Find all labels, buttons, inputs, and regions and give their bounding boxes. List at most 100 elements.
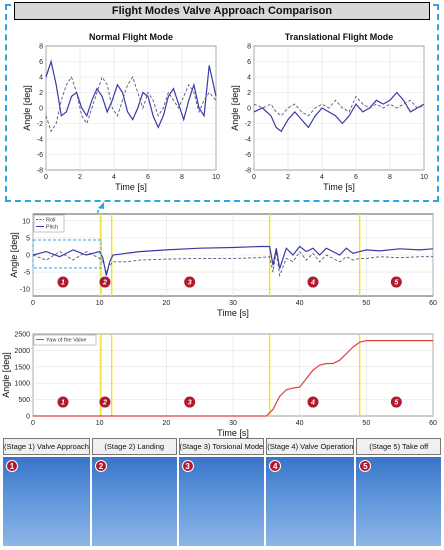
y-tick-label: 0: [26, 253, 30, 260]
zoom-region-box: [32, 239, 102, 269]
x-axis-label: Time [s]: [115, 182, 147, 192]
y-tick-label: -8: [245, 168, 251, 175]
chart-title: Normal Flight Mode: [89, 32, 173, 42]
x-tick-label: 2: [286, 174, 290, 181]
stage-label-3: (Stage 3) Torsional Mode: [178, 438, 265, 455]
x-tick-label: 10: [212, 174, 220, 181]
stage-marker: [99, 396, 111, 408]
y-tick-label: 5: [26, 235, 30, 242]
translational-mode-chart: 0 2 4 6 8 10 -8 -6 -4 -2 0 2 4 6 8 Translational Flight…: [230, 32, 428, 192]
stage-marker-label: 1: [61, 280, 65, 287]
x-tick-label: 20: [162, 420, 170, 427]
x-tick-label: 6: [354, 174, 358, 181]
stage-photo-2: 2: [91, 457, 177, 546]
x-tick-label: 0: [31, 300, 35, 307]
legend-label: Pitch: [46, 225, 58, 231]
y-tick-label: 8: [39, 44, 43, 51]
stage-badge-3: 3: [181, 460, 194, 472]
chart-title: Translational Flight Mode: [285, 32, 394, 42]
y-tick-label: 2: [247, 90, 251, 97]
y-tick-label: 500: [18, 397, 30, 404]
stage-badge-5: 5: [359, 460, 372, 472]
stage-marker: [184, 396, 196, 408]
y-tick-label: -6: [245, 152, 251, 159]
x-tick-label: 8: [388, 174, 392, 181]
y-tick-label: 0: [39, 106, 43, 113]
x-axis-label: Time [s]: [217, 308, 249, 318]
stage-marker-label: 4: [310, 400, 315, 407]
y-tick-label: -4: [37, 137, 43, 144]
stage-marker: [57, 396, 69, 408]
stage-marker: [307, 276, 319, 288]
y-tick-label: 10: [22, 218, 30, 225]
y-tick-label: 4: [247, 75, 251, 82]
y-tick-label: 0: [247, 106, 251, 113]
stage-marker: [307, 396, 319, 408]
stage-badge-4: 4: [269, 460, 282, 472]
normal-mode-chart: 0 2 4 6 8 10 -8 -6 -4 -2 0 2 4 6 8 Normal Flight Mode Ti…: [22, 32, 220, 192]
stage-marker-label: 5: [394, 400, 398, 407]
x-tick-label: 0: [44, 174, 48, 181]
stage-label-4: (Stage 4) Valve Operation: [266, 438, 355, 455]
series-line-0: [253, 91, 425, 133]
y-tick-label: -4: [245, 137, 251, 144]
y-axis-label: Angle [deg]: [22, 85, 32, 131]
x-axis-label: Time [s]: [323, 182, 355, 192]
y-tick-label: -5: [24, 270, 30, 277]
stage-label-1: (Stage 1) Valve Approach: [3, 438, 90, 455]
x-tick-label: 0: [252, 174, 256, 181]
series-line-1: [253, 95, 425, 117]
x-tick-label: 10: [96, 420, 104, 427]
stage-photo-row: (Stage 1) Valve Approach 1 (Stage 2) Lan…: [3, 438, 442, 546]
x-tick-label: 8: [180, 174, 184, 181]
figure-title: Flight Modes Valve Approach Comparison: [14, 2, 430, 20]
y-tick-label: 2: [39, 90, 43, 97]
zoom-connector-arrowhead: [98, 202, 104, 209]
stage-label-5: (Stage 5) Take off: [356, 438, 442, 455]
y-tick-label: -2: [37, 121, 43, 128]
stage-marker-label: 5: [394, 280, 398, 287]
y-tick-label: -6: [37, 152, 43, 159]
series-line-1: [45, 75, 217, 133]
stage-marker-label: 4: [310, 280, 315, 287]
x-axis-label: Time [s]: [217, 428, 249, 438]
stage-photo-5: 5: [356, 457, 442, 546]
x-tick-label: 50: [362, 300, 370, 307]
series-line-yaw-of-the-valve: [33, 340, 433, 417]
stage-marker-label: 3: [188, 280, 192, 287]
legend-label: Yaw of the Valve: [46, 338, 86, 344]
stage-marker-label: 1: [61, 400, 65, 407]
x-tick-label: 6: [146, 174, 150, 181]
x-tick-label: 60: [429, 420, 437, 427]
y-tick-label: 4: [39, 75, 43, 82]
x-tick-label: 20: [162, 300, 170, 307]
x-tick-label: 10: [96, 300, 104, 307]
x-tick-label: 30: [229, 300, 237, 307]
series-line-roll: [32, 250, 433, 278]
x-tick-label: 0: [31, 420, 35, 427]
series-line-0: [45, 59, 217, 129]
stage-label-2: (Stage 2) Landing: [91, 438, 177, 455]
x-tick-label: 40: [296, 300, 304, 307]
y-tick-label: -10: [20, 287, 30, 294]
stage-marker-label: 3: [188, 400, 192, 407]
x-tick-label: 50: [362, 420, 370, 427]
stage-photo-3: 3: [178, 457, 265, 546]
y-tick-label: -2: [245, 121, 251, 128]
stage-panel-5: (Stage 5) Take off 5: [356, 438, 442, 546]
y-tick-label: 8: [247, 44, 251, 51]
stage-marker: [57, 276, 69, 288]
x-tick-label: 4: [320, 174, 324, 181]
y-tick-label: 1500: [14, 364, 30, 371]
y-tick-label: 2000: [14, 348, 30, 355]
y-tick-label: 2500: [14, 332, 30, 339]
stage-marker-label: 2: [102, 400, 107, 407]
y-tick-label: 0: [26, 414, 30, 421]
y-tick-label: 1000: [14, 381, 30, 388]
stage-badge-2: 2: [94, 460, 107, 472]
yaw-chart: 0 10 20 30 40 50 60 0 500 1000 1500 2000 2500 1 2 3 4 5 Ya…: [1, 332, 437, 439]
y-tick-label: -8: [37, 168, 43, 175]
x-tick-label: 4: [112, 174, 116, 181]
